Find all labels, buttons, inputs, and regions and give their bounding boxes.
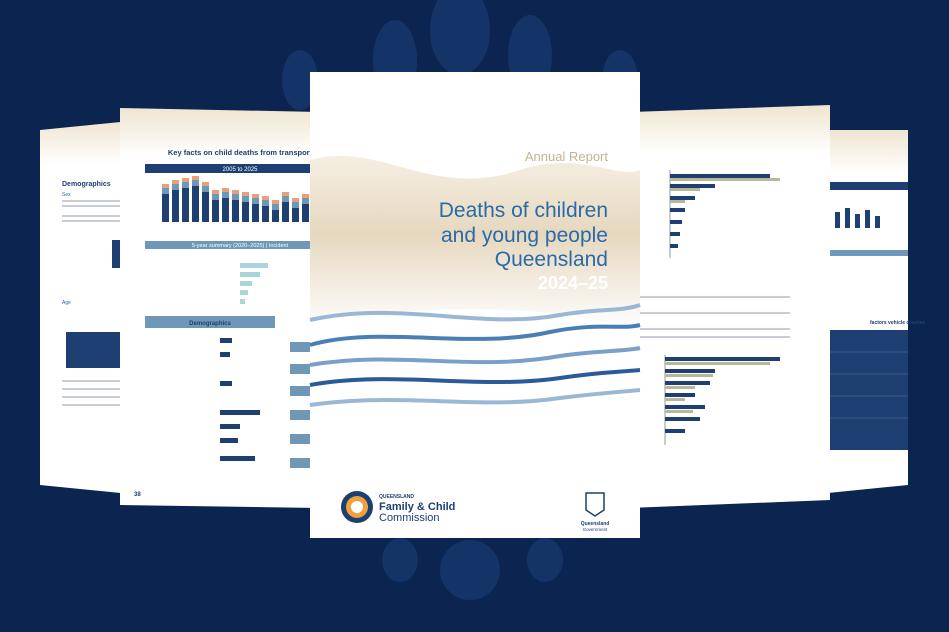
age: Age: [62, 300, 71, 306]
decor-bar: [182, 188, 189, 222]
decor-bar: [222, 192, 229, 198]
kicker: Annual Report: [525, 149, 608, 164]
title-line: and young people: [441, 224, 608, 247]
decor-bar: [182, 178, 189, 182]
decor-bar: [242, 192, 249, 196]
decor-bar: [302, 194, 309, 198]
decor-bar: [172, 190, 179, 222]
decor-bar: [232, 200, 239, 222]
logo-top: QUEENSLAND: [379, 494, 414, 500]
decor-bar: [232, 194, 239, 200]
decor-bar: [302, 198, 309, 204]
page-number: 38: [134, 492, 141, 498]
band: 2005 to 2025: [222, 167, 258, 173]
decor-bar: [262, 196, 269, 200]
decor-bar: [252, 198, 259, 204]
title-line: Queensland: [495, 248, 608, 271]
decor-bar: [202, 186, 209, 192]
decor-bar: [212, 194, 219, 200]
decor-bar: [162, 184, 169, 188]
government-crest: Queensland Government: [581, 492, 610, 532]
decor-bar: [242, 202, 249, 222]
decor-bar: [212, 190, 219, 194]
heading: Demographics: [62, 181, 111, 188]
subheading: Sex: [62, 192, 71, 198]
decor-bar: [202, 182, 209, 186]
decor-bar: [172, 180, 179, 184]
decor-bar: [282, 196, 289, 202]
decor-bar: [292, 208, 299, 222]
left-page: Key facts on child deaths from transport…: [120, 108, 320, 508]
decor-bar: [252, 194, 259, 198]
logo-sub: Commission: [379, 512, 440, 524]
decor-bar: [202, 192, 209, 222]
decor-bar: [162, 188, 169, 194]
decor-bar: [272, 210, 279, 222]
decor-bar: [212, 200, 219, 222]
summary: 5-year summary (2020–2025) | Incident: [192, 243, 289, 249]
bars: [162, 176, 309, 222]
decor-bar: [192, 176, 199, 180]
section: factors vehicle crashes: [870, 320, 926, 326]
decor-bar: [222, 188, 229, 192]
decor-bar: [242, 196, 249, 202]
gov-line: Queensland: [581, 521, 610, 527]
decor-bar: [172, 184, 179, 190]
gov-line: Government: [583, 527, 609, 532]
decor-bar: [292, 202, 299, 208]
decor-bar: [292, 198, 299, 202]
year: 2024–25: [538, 273, 608, 293]
logo: QUEENSLAND Family & Child Commission: [341, 491, 455, 524]
section: Demographics: [189, 321, 231, 327]
decor-bar: [272, 200, 279, 204]
decor-bar: [302, 204, 309, 222]
title-line: Deaths of children: [439, 199, 608, 222]
decor-bar: [272, 204, 279, 210]
decor-bar: [192, 180, 199, 186]
decor-bar: [262, 200, 269, 206]
decor-bar: [192, 186, 199, 222]
decor-bar: [282, 202, 289, 222]
heading: Key facts on child deaths from transport: [168, 148, 313, 157]
decor-bar: [222, 198, 229, 222]
waves: [309, 303, 641, 407]
logo-name: Family & Child: [379, 501, 455, 513]
decor-bar: [232, 190, 239, 194]
decor-bar: [262, 206, 269, 222]
decor-bar: [162, 194, 169, 222]
decor-bar: [282, 192, 289, 196]
right-page: [630, 105, 830, 508]
far-right-page: factors vehicle crashes: [808, 130, 926, 495]
decor-bar: [252, 204, 259, 222]
cover: Annual Report Deaths of children and you…: [309, 72, 641, 538]
decor-bar: [182, 182, 189, 188]
